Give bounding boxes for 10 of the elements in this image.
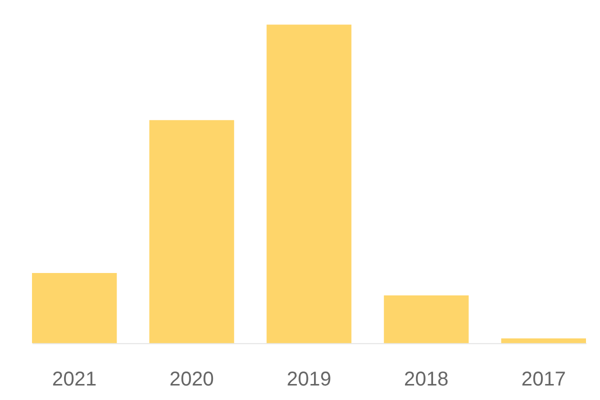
bar bbox=[501, 338, 586, 344]
bar bbox=[266, 24, 352, 344]
bar bbox=[32, 273, 117, 344]
x-tick-label: 2018 bbox=[404, 368, 449, 391]
x-tick-label: 2021 bbox=[52, 368, 97, 391]
bar bbox=[149, 120, 234, 344]
x-tick-label: 2017 bbox=[521, 368, 566, 391]
x-tick-label: 2020 bbox=[169, 368, 214, 391]
x-tick-label: 2019 bbox=[286, 368, 332, 391]
bar bbox=[384, 295, 469, 344]
